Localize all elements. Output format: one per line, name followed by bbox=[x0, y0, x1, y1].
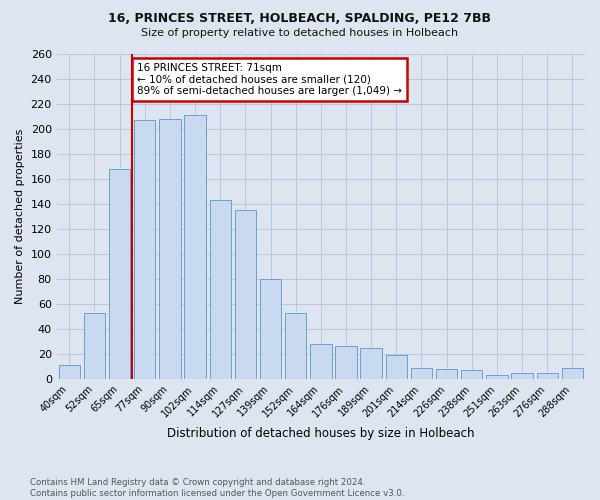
Bar bbox=[159, 119, 181, 379]
Text: Contains HM Land Registry data © Crown copyright and database right 2024.
Contai: Contains HM Land Registry data © Crown c… bbox=[30, 478, 404, 498]
Bar bbox=[461, 370, 482, 379]
Text: 16 PRINCES STREET: 71sqm
← 10% of detached houses are smaller (120)
89% of semi-: 16 PRINCES STREET: 71sqm ← 10% of detach… bbox=[137, 62, 402, 96]
Bar bbox=[486, 375, 508, 379]
X-axis label: Distribution of detached houses by size in Holbeach: Distribution of detached houses by size … bbox=[167, 427, 475, 440]
Bar bbox=[285, 312, 307, 379]
Text: Size of property relative to detached houses in Holbeach: Size of property relative to detached ho… bbox=[142, 28, 458, 38]
Bar bbox=[310, 344, 332, 379]
Bar bbox=[235, 210, 256, 379]
Bar bbox=[511, 372, 533, 379]
Bar bbox=[84, 312, 105, 379]
Bar bbox=[335, 346, 356, 379]
Y-axis label: Number of detached properties: Number of detached properties bbox=[15, 129, 25, 304]
Text: 16, PRINCES STREET, HOLBEACH, SPALDING, PE12 7BB: 16, PRINCES STREET, HOLBEACH, SPALDING, … bbox=[109, 12, 491, 26]
Bar bbox=[209, 200, 231, 379]
Bar bbox=[361, 348, 382, 379]
Bar bbox=[59, 365, 80, 379]
Bar bbox=[436, 369, 457, 379]
Bar bbox=[562, 368, 583, 379]
Bar bbox=[134, 120, 155, 379]
Bar bbox=[386, 355, 407, 379]
Bar bbox=[536, 372, 558, 379]
Bar bbox=[109, 169, 130, 379]
Bar bbox=[411, 368, 432, 379]
Bar bbox=[184, 115, 206, 379]
Bar bbox=[260, 279, 281, 379]
